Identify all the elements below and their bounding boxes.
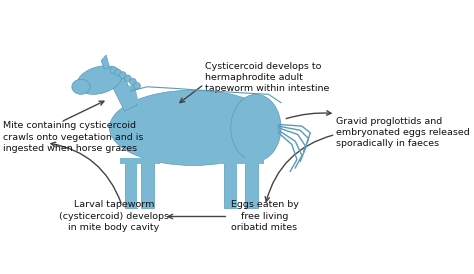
Ellipse shape bbox=[109, 90, 277, 165]
Polygon shape bbox=[237, 158, 245, 208]
Polygon shape bbox=[137, 158, 141, 208]
Ellipse shape bbox=[72, 79, 90, 94]
Circle shape bbox=[119, 72, 126, 78]
Polygon shape bbox=[141, 158, 154, 208]
Ellipse shape bbox=[231, 94, 281, 161]
Ellipse shape bbox=[77, 66, 122, 94]
Text: Eggs eaten by
free living
oribatid mites: Eggs eaten by free living oribatid mites bbox=[230, 201, 298, 232]
Text: Gravid proglottids and
embryonated eggs released
sporadically in faeces: Gravid proglottids and embryonated eggs … bbox=[336, 117, 470, 148]
Circle shape bbox=[125, 75, 131, 82]
Text: Cysticercoid develops to
hermaphrodite adult
tapeworm within intestine: Cysticercoid develops to hermaphrodite a… bbox=[205, 62, 329, 93]
Circle shape bbox=[115, 69, 121, 76]
Circle shape bbox=[134, 83, 140, 89]
Text: Larval tapeworm
(cysticercoid) develops
in mite body cavity: Larval tapeworm (cysticercoid) develops … bbox=[59, 201, 169, 232]
Polygon shape bbox=[125, 158, 137, 208]
Text: Mite containing cysticercoid
crawls onto vegetation and is
ingested when horse g: Mite containing cysticercoid crawls onto… bbox=[3, 121, 143, 153]
Polygon shape bbox=[245, 158, 257, 208]
Polygon shape bbox=[120, 84, 139, 108]
Polygon shape bbox=[120, 158, 160, 164]
Circle shape bbox=[129, 78, 136, 85]
Polygon shape bbox=[108, 72, 137, 111]
Polygon shape bbox=[218, 158, 264, 164]
Polygon shape bbox=[101, 55, 109, 69]
Polygon shape bbox=[224, 158, 237, 208]
Circle shape bbox=[110, 67, 117, 73]
